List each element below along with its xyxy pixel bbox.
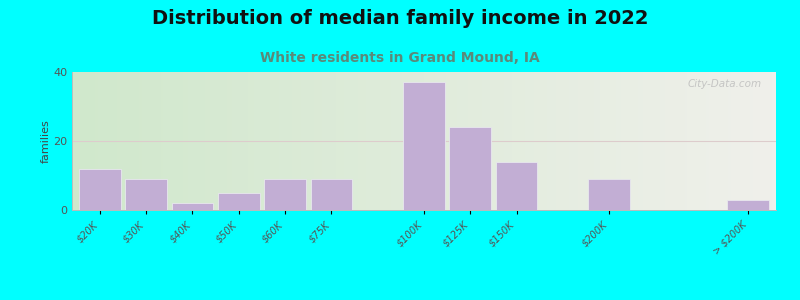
Bar bbox=[218, 193, 259, 210]
Y-axis label: families: families bbox=[40, 119, 50, 163]
Text: Distribution of median family income in 2022: Distribution of median family income in … bbox=[152, 9, 648, 28]
Bar bbox=[403, 82, 445, 210]
Bar bbox=[171, 203, 214, 210]
Bar bbox=[589, 179, 630, 210]
Bar bbox=[264, 179, 306, 210]
Bar bbox=[126, 179, 167, 210]
Bar bbox=[727, 200, 769, 210]
Text: White residents in Grand Mound, IA: White residents in Grand Mound, IA bbox=[260, 51, 540, 65]
Bar bbox=[496, 162, 538, 210]
Text: City-Data.com: City-Data.com bbox=[688, 79, 762, 89]
Bar bbox=[310, 179, 352, 210]
Bar bbox=[450, 127, 491, 210]
Bar bbox=[79, 169, 121, 210]
